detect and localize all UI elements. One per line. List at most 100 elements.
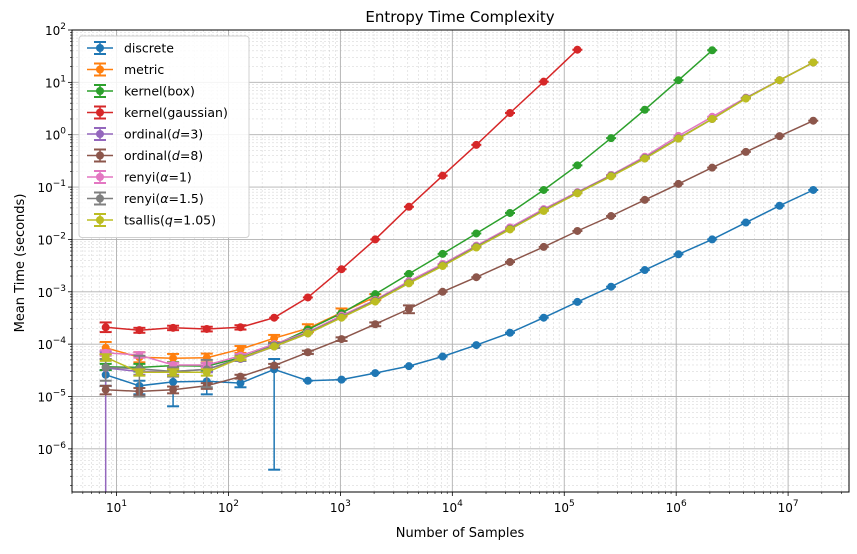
data-point [674, 250, 683, 259]
legend-item: ordinal(d=8) [87, 148, 203, 163]
data-point [101, 363, 110, 372]
legend-label: ordinal(d=3) [124, 127, 203, 142]
data-point [337, 313, 346, 322]
data-point [506, 328, 515, 337]
data-point [775, 76, 784, 85]
legend-label: kernel(gaussian) [124, 105, 228, 120]
data-point [809, 58, 818, 67]
plot-area [99, 45, 819, 492]
data-point [404, 202, 413, 211]
data-point [573, 45, 582, 54]
data-point [674, 76, 683, 85]
data-point [607, 282, 616, 291]
data-point [640, 154, 649, 163]
data-point [573, 189, 582, 198]
legend-marker [96, 130, 104, 138]
data-point [371, 290, 380, 299]
data-point [270, 361, 279, 370]
series-line [105, 120, 814, 393]
series-5 [99, 116, 819, 397]
y-tick-label: 10−3 [37, 284, 66, 300]
data-point [741, 218, 750, 227]
data-point [472, 273, 481, 282]
data-point [741, 94, 750, 103]
legend-label: discrete [124, 41, 174, 56]
legend-marker [96, 65, 104, 74]
data-point [708, 114, 717, 123]
data-point [506, 208, 515, 217]
axes-frame [71, 29, 850, 493]
data-point [202, 324, 211, 333]
data-point [404, 269, 413, 278]
x-axis-label: Number of Samples [396, 526, 525, 541]
data-point [438, 352, 447, 361]
legend-item: kernel(gaussian) [87, 105, 228, 120]
data-point [303, 293, 312, 302]
legend-marker [96, 87, 104, 95]
legend-marker [96, 44, 104, 52]
data-point [472, 341, 481, 350]
data-point [539, 313, 548, 322]
data-point [775, 201, 784, 210]
data-point [539, 242, 548, 251]
data-point [236, 345, 245, 354]
y-axis-label: Mean Time (seconds) [13, 194, 28, 333]
series-0 [99, 185, 819, 471]
data-point [236, 323, 245, 332]
data-point [472, 140, 481, 149]
data-point [169, 323, 178, 332]
data-point [573, 226, 582, 235]
legend-item: metric [87, 62, 164, 77]
data-point [169, 368, 178, 377]
chart-title: Entropy Time Complexity [365, 8, 554, 26]
data-point [337, 375, 346, 384]
series-line [105, 61, 814, 374]
legend-item: tsallis(q=1.05) [87, 213, 216, 228]
series-line [105, 189, 814, 387]
data-point [640, 195, 649, 204]
data-point [270, 313, 279, 322]
legend: discrete metric kernel(box) kernel(gaussian… [78, 35, 250, 238]
data-point [607, 212, 616, 221]
data-point [169, 354, 178, 363]
data-point [135, 326, 144, 335]
data-point [101, 385, 110, 394]
data-point [438, 262, 447, 271]
legend-marker [96, 108, 104, 117]
data-point [303, 348, 312, 357]
data-point [708, 46, 717, 55]
axis-ticks: 101 102 103 104 105 106 107 10−6 10−5 10−4 10−3 10−… [37, 22, 842, 515]
legend-label: renyi(α=1.5) [124, 191, 204, 206]
data-point [775, 132, 784, 141]
data-point [169, 377, 178, 386]
data-point [236, 379, 245, 388]
data-point [438, 249, 447, 258]
data-point [472, 243, 481, 252]
data-point [640, 105, 649, 114]
data-point [809, 185, 818, 194]
data-point [303, 376, 312, 385]
series-line [105, 61, 814, 366]
y-tick-label: 101 [45, 74, 66, 90]
data-point [674, 134, 683, 143]
data-point [337, 265, 346, 274]
x-tick-label: 103 [330, 499, 351, 515]
data-point [404, 304, 413, 313]
data-point [708, 235, 717, 244]
legend-item: kernel(box) [87, 84, 195, 99]
data-point [438, 171, 447, 180]
data-point [135, 368, 144, 377]
y-tick-label: 10−2 [37, 231, 66, 247]
legend-label: renyi(α=1) [124, 170, 192, 185]
data-point [573, 161, 582, 170]
x-tick-label: 102 [218, 499, 239, 515]
legend-label: tsallis(q=1.05) [124, 213, 216, 228]
data-point [404, 362, 413, 371]
y-tick-label: 10−6 [37, 441, 66, 457]
legend-item: ordinal(d=3) [87, 127, 203, 142]
data-point [202, 368, 211, 377]
data-point [506, 225, 515, 234]
x-tick-label: 107 [778, 499, 799, 515]
legend-marker [96, 151, 104, 160]
legend-item: renyi(α=1.5) [87, 191, 204, 206]
